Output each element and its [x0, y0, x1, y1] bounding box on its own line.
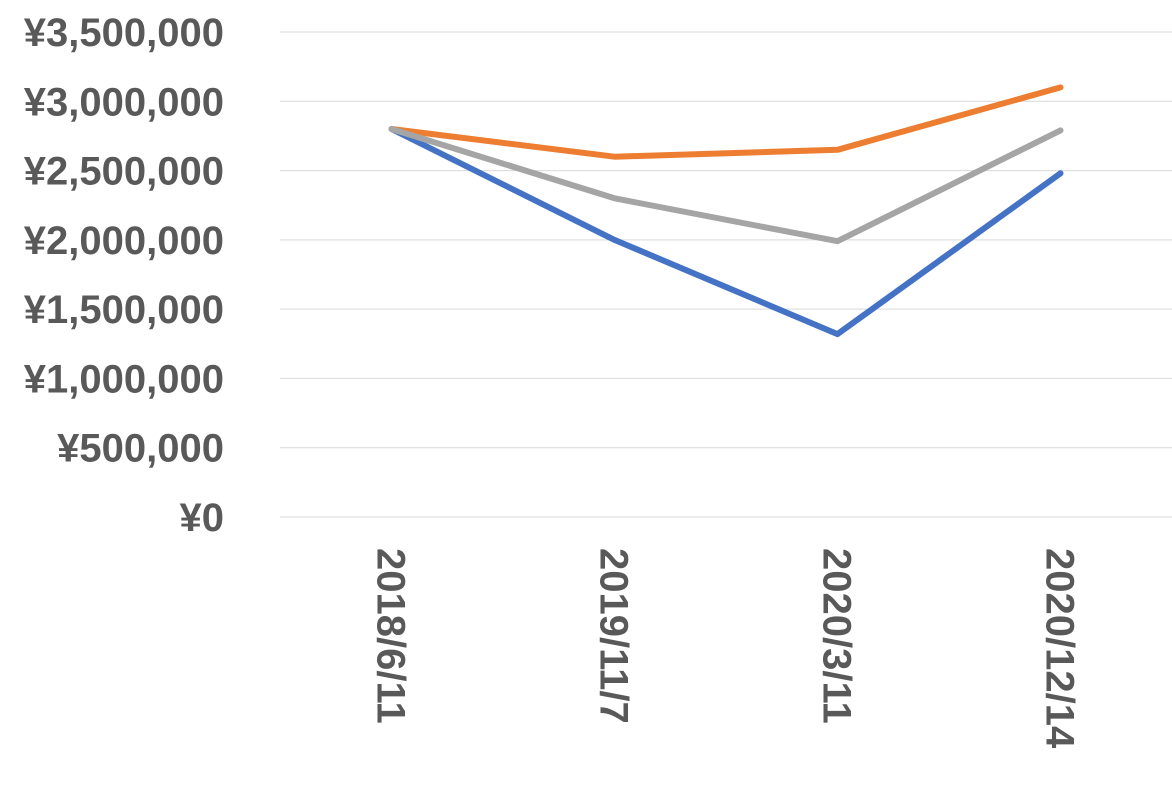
x-axis-tick-labels: 2018/6/11 2019/11/7 2020/3/11 2020/12/14 [369, 548, 1082, 749]
gridlines [280, 31, 1172, 518]
x-tick-label: 2020/12/14 [1038, 548, 1082, 749]
y-tick-label: ¥2,500,000 [24, 150, 224, 194]
y-tick-label: ¥1,500,000 [24, 288, 224, 332]
y-tick-label: ¥3,000,000 [24, 80, 224, 124]
y-tick-label: ¥1,000,000 [24, 357, 224, 401]
x-tick-label: 2019/11/7 [592, 548, 636, 724]
series-line-2 [388, 84, 1064, 160]
series-line-3 [388, 126, 1064, 245]
y-tick-label: ¥0 [180, 496, 225, 540]
y-tick-label: ¥3,500,000 [24, 11, 224, 55]
y-tick-label: ¥2,000,000 [24, 219, 224, 263]
series-lines [388, 84, 1064, 338]
x-tick-label: 2020/3/11 [815, 548, 859, 724]
y-tick-label: ¥500,000 [57, 427, 224, 471]
series-line-1 [388, 126, 1064, 338]
y-axis-tick-labels: ¥0 ¥500,000 ¥1,000,000 ¥1,500,000 ¥2,000,000… [24, 11, 224, 540]
x-tick-label: 2018/6/11 [369, 548, 413, 724]
